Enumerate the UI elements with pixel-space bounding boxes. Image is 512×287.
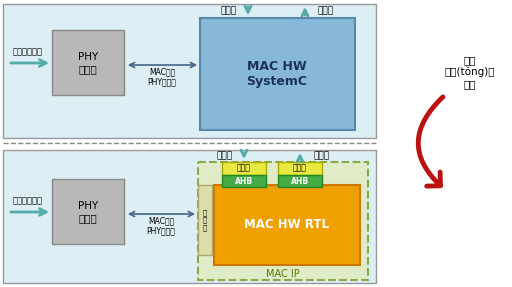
Text: AHB: AHB [291, 177, 309, 185]
Text: 插入
系統(tǒng)級
平臺: 插入 系統(tǒng)級 平臺 [445, 55, 495, 89]
Bar [278, 175, 322, 187]
Text: PHY
仿真器: PHY 仿真器 [78, 52, 98, 74]
Bar [214, 185, 360, 265]
Bar [200, 18, 355, 130]
Text: 測試向量注入: 測試向量注入 [13, 48, 43, 57]
Bar [3, 4, 376, 138]
Bar [278, 162, 322, 175]
Text: 從信道: 從信道 [221, 7, 237, 15]
Bar [3, 150, 376, 283]
Text: MAC層與
PHY層接口: MAC層與 PHY層接口 [147, 67, 177, 87]
Text: 測試向量注入: 測試向量注入 [13, 197, 43, 205]
Bar [222, 175, 266, 187]
Text: 適配器: 適配器 [237, 164, 251, 172]
Text: MAC IP: MAC IP [266, 269, 300, 279]
Text: MAC HW
SystemC: MAC HW SystemC [246, 60, 308, 88]
Text: MAC HW RTL: MAC HW RTL [245, 218, 330, 232]
Text: 主信道: 主信道 [318, 7, 334, 15]
Text: MAC層與
PHY層接口: MAC層與 PHY層接口 [146, 216, 176, 236]
FancyArrowPatch shape [418, 97, 443, 186]
Bar [222, 162, 266, 175]
Text: 主信道: 主信道 [313, 152, 329, 160]
Text: 適配器: 適配器 [293, 164, 307, 172]
Bar [198, 185, 212, 255]
Bar [52, 30, 124, 95]
Bar [198, 162, 368, 280]
Text: AHB: AHB [235, 177, 253, 185]
Bar [52, 179, 124, 244]
Text: PHY
仿真器: PHY 仿真器 [78, 201, 98, 223]
Text: 從信道: 從信道 [217, 152, 233, 160]
Text: 反
照
器: 反 照 器 [203, 209, 207, 231]
